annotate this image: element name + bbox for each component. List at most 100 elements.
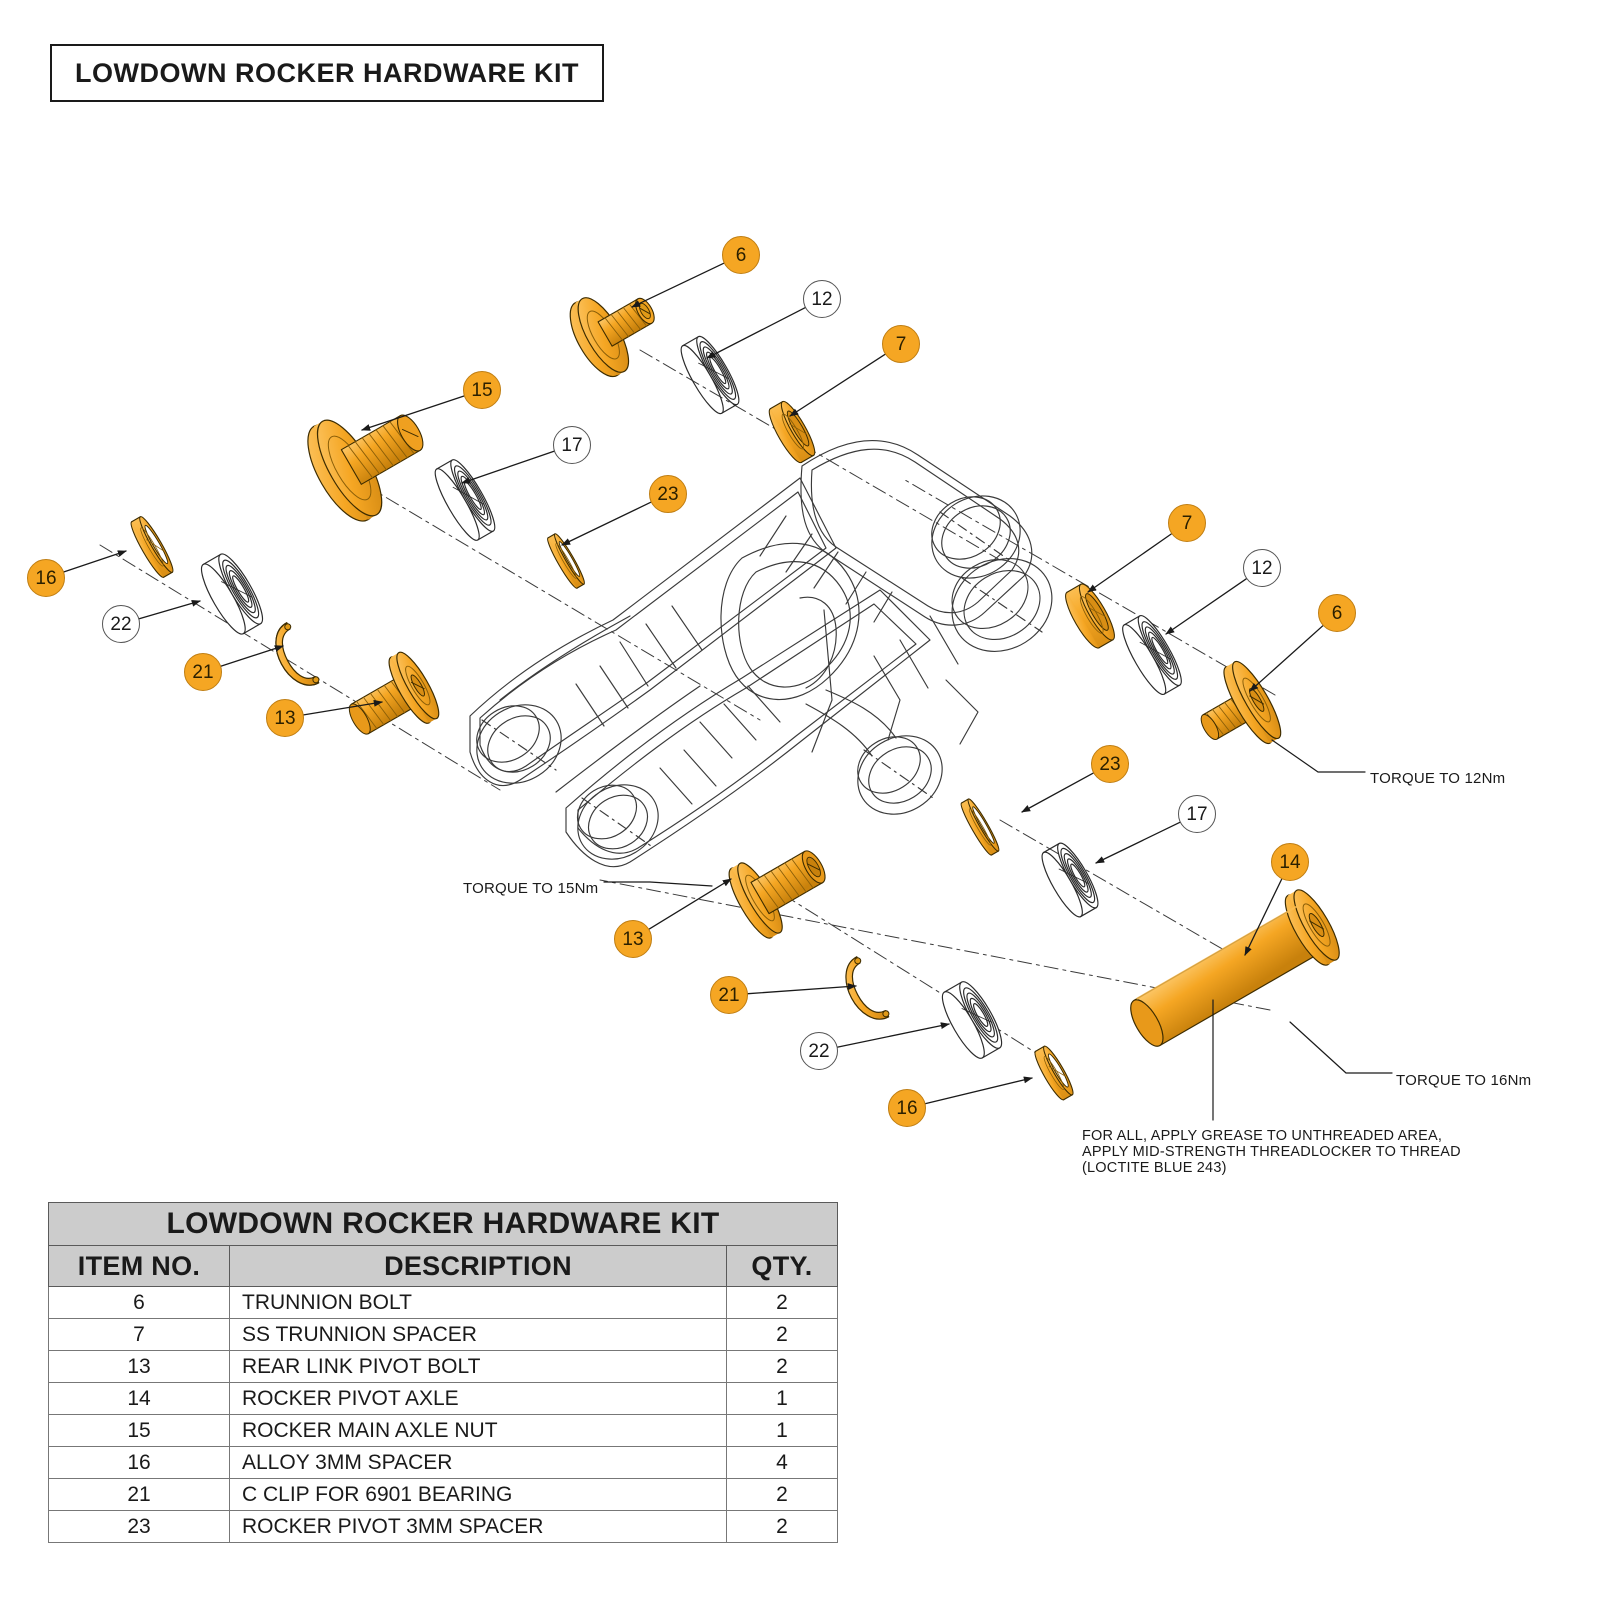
balloon-item-23[interactable]: 23	[649, 475, 687, 513]
balloon-item-22[interactable]: 22	[102, 605, 140, 643]
balloon-label: 12	[811, 288, 833, 310]
part-bearing-22-bot	[941, 981, 1003, 1059]
balloon-item-21[interactable]: 21	[184, 653, 222, 691]
balloon-item-17[interactable]: 17	[1178, 795, 1216, 833]
table-row: 15 ROCKER MAIN AXLE NUT 1	[48, 1414, 838, 1447]
leader-lines	[63, 262, 1324, 1105]
part-rear-link-pivot-bolt-13-bot	[728, 850, 826, 939]
leader-line-item-7	[789, 353, 886, 417]
part-trunnion-bolt-top	[569, 297, 655, 378]
cell-description: TRUNNION BOLT	[229, 1286, 727, 1319]
page-title: LOWDOWN ROCKER HARDWARE KIT	[75, 57, 579, 88]
part-rocker-main-axle-nut-15	[307, 414, 424, 522]
leader-line-item-7	[1087, 533, 1173, 593]
cell-qty: 2	[726, 1286, 838, 1319]
leader-line-item-21	[220, 645, 284, 667]
balloon-label: 16	[896, 1097, 918, 1119]
balloon-label: 14	[1279, 851, 1301, 873]
leader-line-item-15	[361, 395, 465, 431]
parts-table: LOWDOWN ROCKER HARDWARE KIT ITEM NO. DES…	[48, 1202, 838, 1543]
parts-table-title: LOWDOWN ROCKER HARDWARE KIT	[48, 1202, 838, 1246]
part-c-clip-21-bot	[845, 956, 890, 1020]
balloon-label: 17	[1186, 803, 1208, 825]
balloon-label: 7	[895, 333, 907, 355]
balloon-item-16[interactable]: 16	[888, 1089, 926, 1127]
table-row: 23 ROCKER PIVOT 3MM SPACER 2	[48, 1510, 838, 1543]
balloon-item-21[interactable]: 21	[710, 976, 748, 1014]
part-trunnion-bolt-6-right	[1200, 660, 1282, 745]
leader-line-item-21	[747, 983, 857, 995]
balloon-label: 7	[1181, 512, 1193, 534]
balloon-item-16[interactable]: 16	[27, 559, 65, 597]
note-torque-12: TORQUE TO 12Nm	[1370, 770, 1506, 787]
balloon-item-13[interactable]: 13	[614, 920, 652, 958]
part-bearing-12-top	[680, 335, 740, 415]
cell-qty: 2	[726, 1318, 838, 1351]
part-alloy-spacer-16-left	[130, 516, 174, 578]
part-rocker-pivot-spacer-23-top	[547, 533, 585, 589]
balloon-item-13[interactable]: 13	[266, 699, 304, 737]
part-bearing-17-top	[434, 459, 496, 541]
leader-line-item-17	[461, 450, 555, 484]
part-rocker-pivot-axle-14	[1130, 889, 1340, 1047]
balloon-item-17[interactable]: 17	[553, 426, 591, 464]
balloon-label: 15	[471, 379, 493, 401]
note-torque-16: TORQUE TO 16Nm	[1396, 1072, 1532, 1089]
column-header-qty: QTY.	[726, 1245, 838, 1287]
cell-description: REAR LINK PIVOT BOLT	[229, 1350, 727, 1383]
cell-item-no: 16	[48, 1446, 230, 1479]
leader-line-item-23	[1021, 772, 1094, 813]
cell-description: ROCKER PIVOT AXLE	[229, 1382, 727, 1415]
note-torque-15: TORQUE TO 15Nm	[463, 880, 599, 897]
balloon-item-6[interactable]: 6	[1318, 594, 1356, 632]
balloon-label: 6	[735, 244, 747, 266]
cell-item-no: 15	[48, 1414, 230, 1447]
part-trunnion-spacer-7-right	[1065, 583, 1115, 649]
cell-description: ALLOY 3MM SPACER	[229, 1446, 727, 1479]
cell-item-no: 13	[48, 1350, 230, 1383]
note-grease: FOR ALL, APPLY GREASE TO UNTHREADED AREA…	[1082, 1128, 1461, 1177]
balloon-label: 22	[808, 1040, 830, 1062]
part-bearing-12-right	[1122, 614, 1182, 696]
leader-line-item-17	[1095, 821, 1181, 864]
table-row: 14 ROCKER PIVOT AXLE 1	[48, 1382, 838, 1415]
table-row: 16 ALLOY 3MM SPACER 4	[48, 1446, 838, 1479]
exploded-assembly-drawing: 6 12 7 15 17 23 16 22 21 13 7 12 6 23 17 14 13 21 22 16 TOR…	[27, 236, 1532, 1177]
part-bearing-17-bot	[1041, 842, 1099, 918]
leader-line-item-6	[1249, 625, 1324, 692]
cell-description: ROCKER PIVOT 3MM SPACER	[229, 1510, 727, 1543]
cell-qty: 4	[726, 1446, 838, 1479]
balloon-item-23[interactable]: 23	[1091, 745, 1129, 783]
balloon-item-12[interactable]: 12	[1243, 549, 1281, 587]
table-header-row: ITEM NO. DESCRIPTION QTY.	[48, 1245, 838, 1287]
table-row: 6 TRUNNION BOLT 2	[48, 1286, 838, 1319]
leader-line-item-22	[138, 599, 201, 620]
cell-qty: 1	[726, 1414, 838, 1447]
table-row: 13 REAR LINK PIVOT BOLT 2	[48, 1350, 838, 1383]
balloon-item-7[interactable]: 7	[1168, 504, 1206, 542]
balloon-item-7[interactable]: 7	[882, 325, 920, 363]
leader-line-item-12	[1165, 578, 1247, 635]
table-row: 21 C CLIP FOR 6901 BEARING 2	[48, 1478, 838, 1511]
balloon-item-15[interactable]: 15	[463, 371, 501, 409]
cell-item-no: 6	[48, 1286, 230, 1319]
part-rocker-pivot-spacer-23-bot	[960, 798, 1000, 856]
balloon-item-12[interactable]: 12	[803, 280, 841, 318]
leader-line-item-6	[631, 262, 725, 308]
cell-item-no: 21	[48, 1478, 230, 1511]
column-header-description: DESCRIPTION	[229, 1245, 727, 1287]
note-leader-lines	[603, 739, 1393, 1121]
parts-table-body: 6 TRUNNION BOLT 2 7 SS TRUNNION SPACER 2 13 REA…	[48, 1286, 838, 1543]
balloon-item-6[interactable]: 6	[722, 236, 760, 274]
cell-item-no: 7	[48, 1318, 230, 1351]
cell-item-no: 23	[48, 1510, 230, 1543]
table-title-row: LOWDOWN ROCKER HARDWARE KIT	[48, 1202, 838, 1246]
title-block: LOWDOWN ROCKER HARDWARE KIT	[50, 44, 604, 102]
balloon-item-22[interactable]: 22	[800, 1032, 838, 1070]
balloon-item-14[interactable]: 14	[1271, 843, 1309, 881]
balloon-label: 21	[718, 984, 740, 1006]
part-bearing-22-left	[200, 553, 264, 635]
balloon-label: 17	[561, 434, 583, 456]
column-header-item-no: ITEM NO.	[48, 1245, 230, 1287]
cell-qty: 2	[726, 1478, 838, 1511]
